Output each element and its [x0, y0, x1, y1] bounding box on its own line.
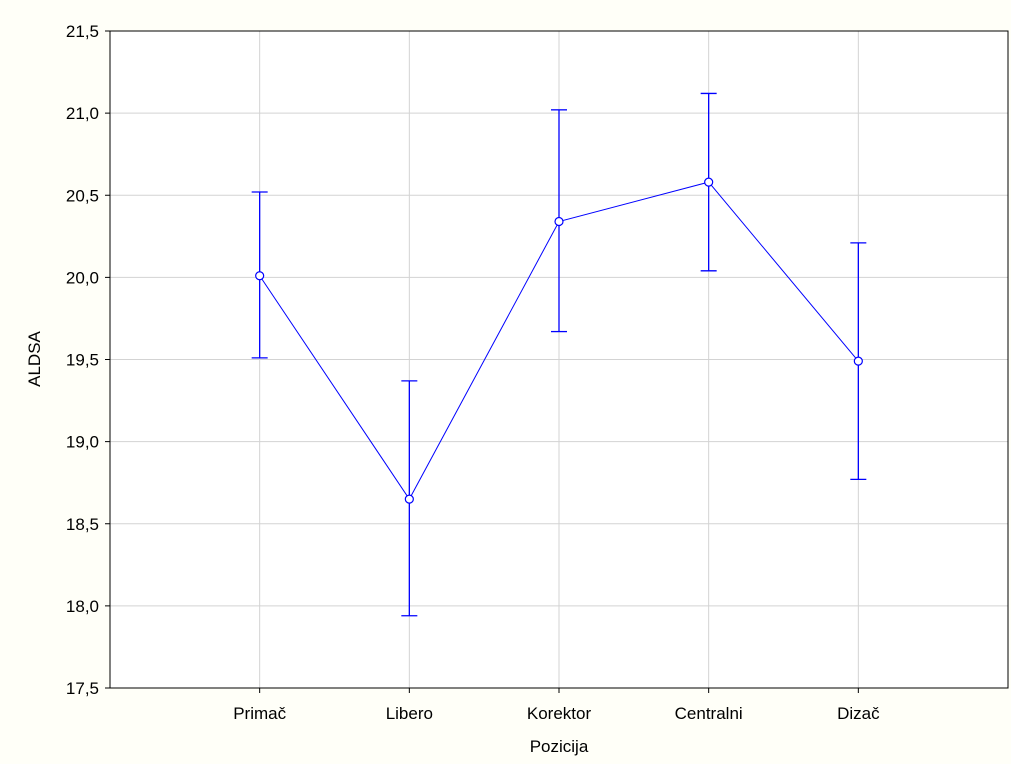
y-tick-label: 19,5 — [66, 351, 99, 370]
y-tick-label: 18,5 — [66, 515, 99, 534]
x-tick-label: Centralni — [675, 704, 743, 723]
y-tick-label: 21,0 — [66, 104, 99, 123]
series-group — [251, 92, 867, 617]
y-tick-label: 20,0 — [66, 268, 99, 287]
y-axis-title: ALDSA — [25, 330, 44, 386]
y-tick-label: 19,0 — [66, 433, 99, 452]
x-tick-label: Libero — [386, 704, 433, 723]
x-axis-title: Pozicija — [530, 737, 589, 756]
data-point — [255, 271, 265, 281]
data-point — [404, 494, 414, 504]
y-axis-ticks: 17,5 18,0 18,5 19,0 19,5 20,0 20,5 21,0 21,5 — [66, 22, 110, 698]
x-tick-label: Dizač — [837, 704, 880, 723]
x-tick-label: Primač — [233, 704, 286, 723]
y-tick-label: 21,5 — [66, 22, 99, 41]
x-axis-ticks: Primač Libero Korektor Centralni Dizač — [233, 688, 880, 723]
data-point — [704, 177, 714, 187]
x-tick-label: Korektor — [527, 704, 592, 723]
y-tick-label: 20,5 — [66, 186, 99, 205]
y-tick-label: 17,5 — [66, 679, 99, 698]
y-tick-label: 18,0 — [66, 597, 99, 616]
data-point — [853, 356, 863, 366]
data-point — [554, 216, 564, 227]
